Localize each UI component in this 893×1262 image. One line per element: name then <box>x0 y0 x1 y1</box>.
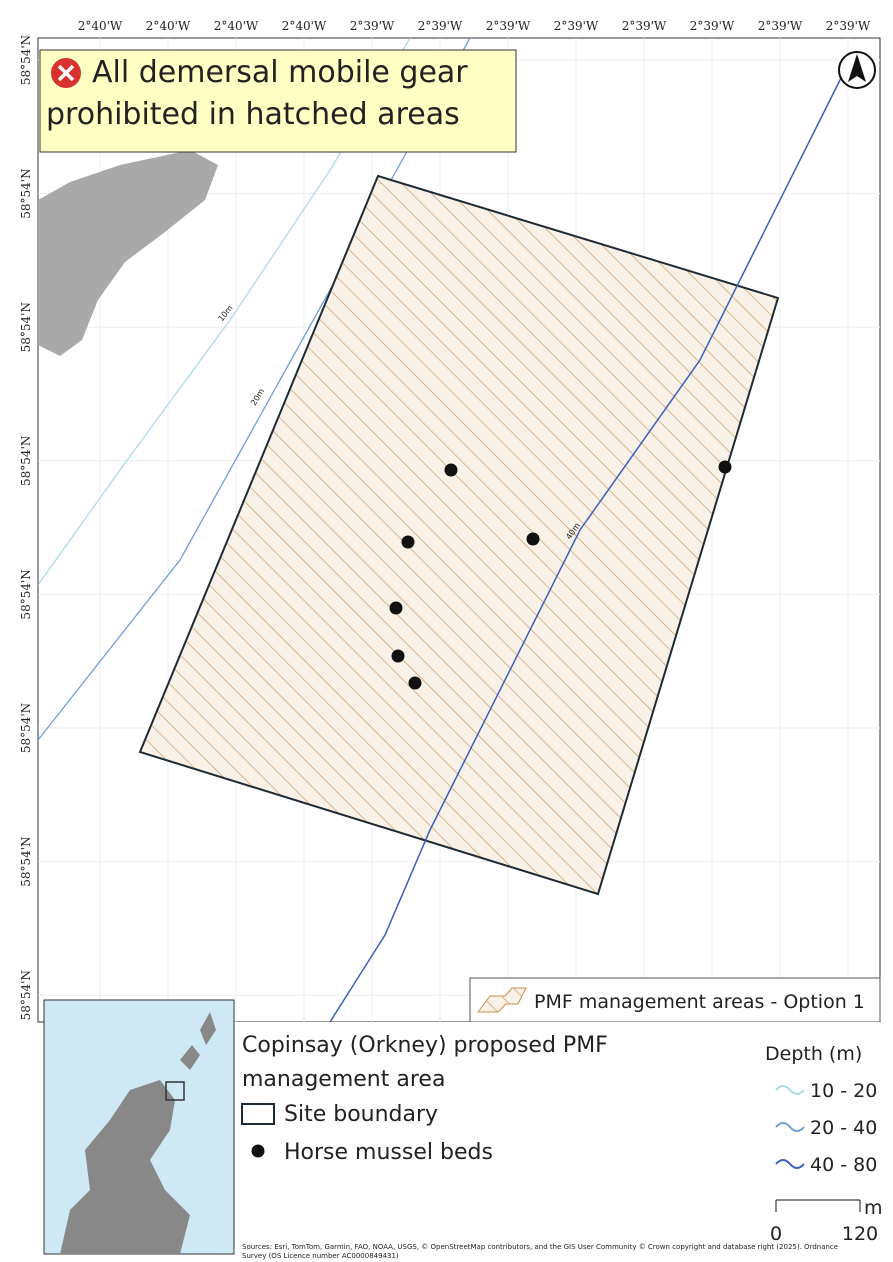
top-coord-label: 2°39'W <box>350 19 395 33</box>
north-arrow-head <box>848 54 866 82</box>
inset-islands <box>180 1012 216 1070</box>
top-coord-label: 2°39'W <box>554 19 599 33</box>
inset-locator <box>165 1081 185 1101</box>
top-coord-label: 2°40'W <box>214 19 259 33</box>
depth-label: 10 - 20 <box>810 1080 877 1102</box>
top-coord-label: 2°40'W <box>78 19 123 33</box>
left-coord-label: 58°54'N <box>19 436 33 486</box>
top-coord-label: 2°39'W <box>690 19 735 33</box>
left-coord-label: 58°54'N <box>19 569 33 619</box>
top-coord-label: 2°39'W <box>486 19 531 33</box>
mussel-bed <box>389 601 403 615</box>
legend-panel <box>234 1022 880 1256</box>
inset-land <box>60 1080 190 1254</box>
depth-swatch <box>775 1085 805 1095</box>
mussel-bed <box>718 460 732 474</box>
source-text: Survey (OS Licence number AC0000849431) <box>242 1252 399 1260</box>
pmf-area <box>138 174 780 896</box>
site-boundary-label: Site boundary <box>284 1102 438 1127</box>
top-coord-label: 2°39'W <box>826 19 871 33</box>
contour-40 <box>329 59 851 1022</box>
source-text: Sources: Esri, TomTom, Garmin, FAO, NOAA… <box>242 1243 838 1251</box>
mussel-swatch <box>251 1144 265 1158</box>
pmf-legend <box>469 977 881 1023</box>
depth-label: 20 - 40 <box>810 1117 877 1139</box>
mussel-bed <box>444 463 458 477</box>
mussel-beds <box>389 460 732 690</box>
left-coord-label: 58°54'N <box>19 35 33 85</box>
scale-end: 120 <box>842 1223 878 1245</box>
mussel-label: Horse mussel beds <box>284 1140 493 1165</box>
scale-unit: m <box>864 1197 883 1219</box>
top-coord-label: 2°40'W <box>282 19 327 33</box>
warning-banner <box>39 49 517 153</box>
depth-swatch <box>775 1122 805 1132</box>
mussel-bed <box>408 676 422 690</box>
top-coord-label: 2°39'W <box>418 19 463 33</box>
depth-label: 40 - 80 <box>810 1154 877 1176</box>
legend-title: Copinsay (Orkney) proposed PMF <box>242 1033 608 1058</box>
top-coord-label: 2°40'W <box>146 19 191 33</box>
site-boundary-swatch <box>241 1103 275 1125</box>
top-coord-label: 2°39'W <box>758 19 803 33</box>
left-coord-label: 58°54'N <box>19 836 33 886</box>
land <box>38 150 218 356</box>
legend-title: management area <box>242 1067 445 1092</box>
mussel-bed <box>391 649 405 663</box>
left-coord-label: 58°54'N <box>19 302 33 352</box>
depth-title: Depth (m) <box>765 1043 862 1065</box>
left-coord-label: 58°54'N <box>19 168 33 218</box>
banner-line: prohibited in hatched areas <box>46 97 460 132</box>
pmf-legend-label: PMF management areas - Option 1 <box>534 991 865 1013</box>
mussel-bed <box>401 535 415 549</box>
warning-icon-x <box>57 64 75 82</box>
banner-line: All demersal mobile gear <box>92 55 468 90</box>
mussel-bed <box>526 532 540 546</box>
top-coord-label: 2°39'W <box>622 19 667 33</box>
depth-swatch <box>775 1159 805 1169</box>
left-coord-label: 58°54'N <box>19 703 33 753</box>
pmf-legend-swatch <box>477 987 527 1013</box>
scale-start: 0 <box>770 1223 782 1245</box>
left-coord-label: 58°54'N <box>19 970 33 1020</box>
